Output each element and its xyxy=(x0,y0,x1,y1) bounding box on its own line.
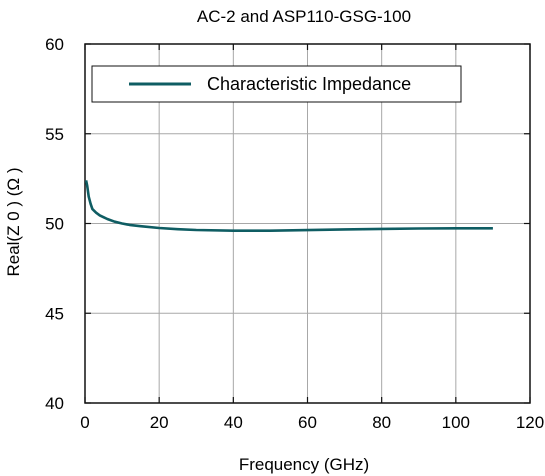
x-tick-label: 80 xyxy=(372,413,391,432)
series-line xyxy=(84,180,493,232)
y-tick-label: 40 xyxy=(45,394,64,413)
y-tick-label: 50 xyxy=(45,215,64,234)
x-tick-label: 120 xyxy=(516,413,544,432)
grid xyxy=(85,44,530,403)
legend-label: Characteristic Impedance xyxy=(207,74,411,94)
y-tick-label: 45 xyxy=(45,304,64,323)
y-tick-label: 60 xyxy=(45,35,64,54)
y-tick-label: 55 xyxy=(45,125,64,144)
chart-title: AC-2 and ASP110-GSG-100 xyxy=(197,7,411,26)
x-tick-label: 40 xyxy=(224,413,243,432)
series-layer xyxy=(84,180,493,232)
x-tick-label: 20 xyxy=(150,413,169,432)
x-tick-label: 0 xyxy=(80,413,89,432)
legend: Characteristic Impedance xyxy=(91,65,462,103)
x-tick-label: 100 xyxy=(442,413,470,432)
y-axis-label: Real(Z 0 ) (Ω ) xyxy=(4,167,23,276)
x-tick-label: 60 xyxy=(298,413,317,432)
x-axis-label: Frequency (GHz) xyxy=(239,455,369,474)
axis-ticks: 0 20 40 60 80 100 120 40 45 50 55 60 xyxy=(45,35,544,432)
